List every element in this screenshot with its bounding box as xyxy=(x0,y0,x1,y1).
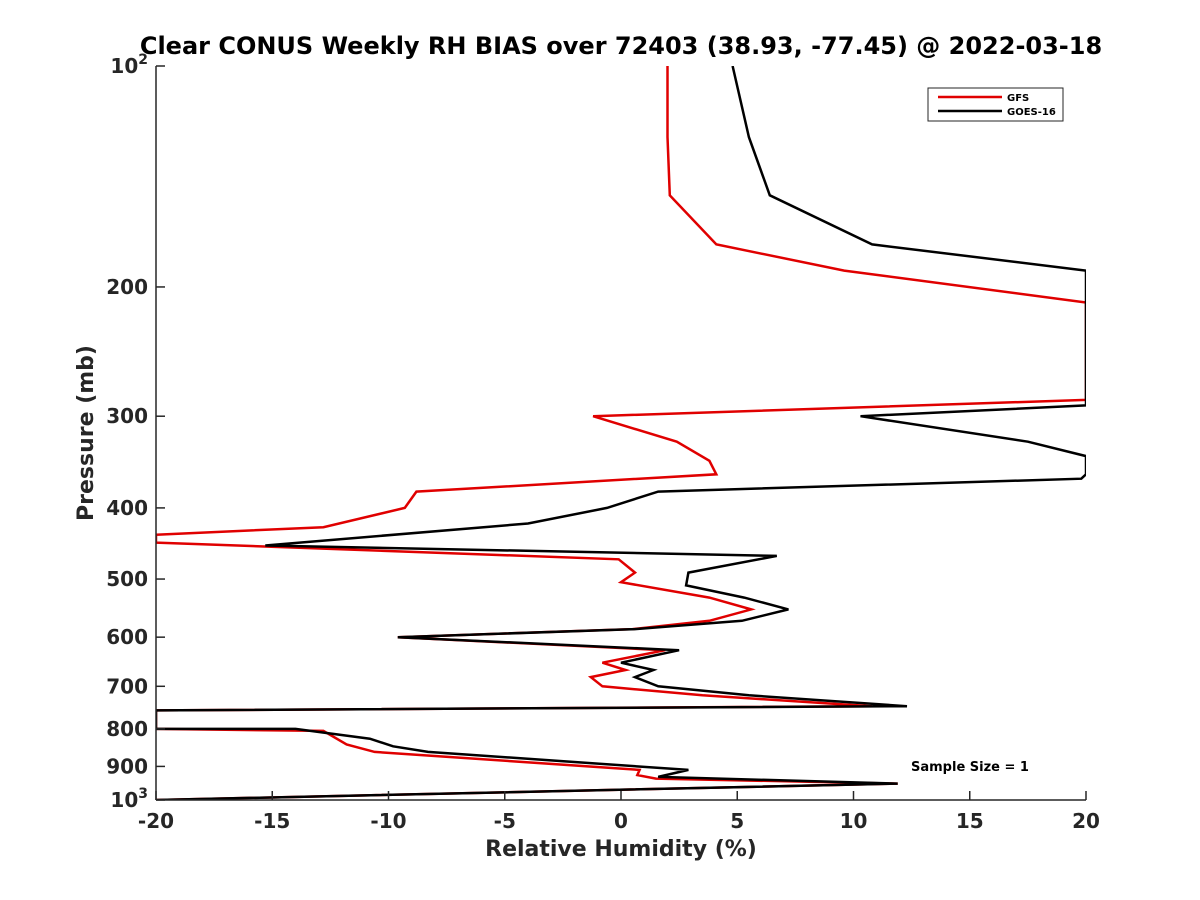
x-axis-label: Relative Humidity (%) xyxy=(485,837,757,862)
y-tick-label: 400 xyxy=(106,496,148,520)
legend-box xyxy=(927,87,1064,122)
x-tick-label: -5 xyxy=(494,809,516,833)
y-tick-label: 300 xyxy=(106,404,148,428)
legend-label-gfs: GFS xyxy=(1007,93,1029,104)
legend: GFS GOES-16 xyxy=(927,87,1064,122)
y-tick-label: 800 xyxy=(106,717,148,741)
y-tick-label: 900 xyxy=(106,754,148,778)
y-tick-label: 700 xyxy=(106,674,148,698)
y-tick-label: 200 xyxy=(106,275,148,299)
legend-label-goes16: GOES-16 xyxy=(1007,107,1056,118)
x-tick-label: 5 xyxy=(730,809,744,833)
axes-layer: -20 -15 -10 -5 0 5 10 15 20 102 200 300 400 500 600 700… xyxy=(106,52,1100,833)
x-tick-label: -20 xyxy=(138,809,174,833)
x-tick-label: 20 xyxy=(1072,809,1100,833)
y-tick-label: 103 xyxy=(110,786,148,812)
chart-title: Clear CONUS Weekly RH BIAS over 72403 (3… xyxy=(140,32,1102,60)
x-tick-label: 10 xyxy=(840,809,868,833)
series-line-goes16 xyxy=(156,66,1086,800)
y-tick-label: 102 xyxy=(110,52,148,78)
x-tick-label: -15 xyxy=(254,809,290,833)
sample-size-annotation: Sample Size = 1 xyxy=(911,760,1029,775)
x-tick-label: 15 xyxy=(956,809,984,833)
y-axis-label: Pressure (mb) xyxy=(74,345,99,521)
x-tick-label: -10 xyxy=(370,809,406,833)
series-layer xyxy=(156,66,1086,800)
y-tick-label: 500 xyxy=(106,567,148,591)
series-line-gfs xyxy=(156,66,1086,800)
x-tick-label: 0 xyxy=(614,809,628,833)
y-tick-label: 600 xyxy=(106,625,148,649)
